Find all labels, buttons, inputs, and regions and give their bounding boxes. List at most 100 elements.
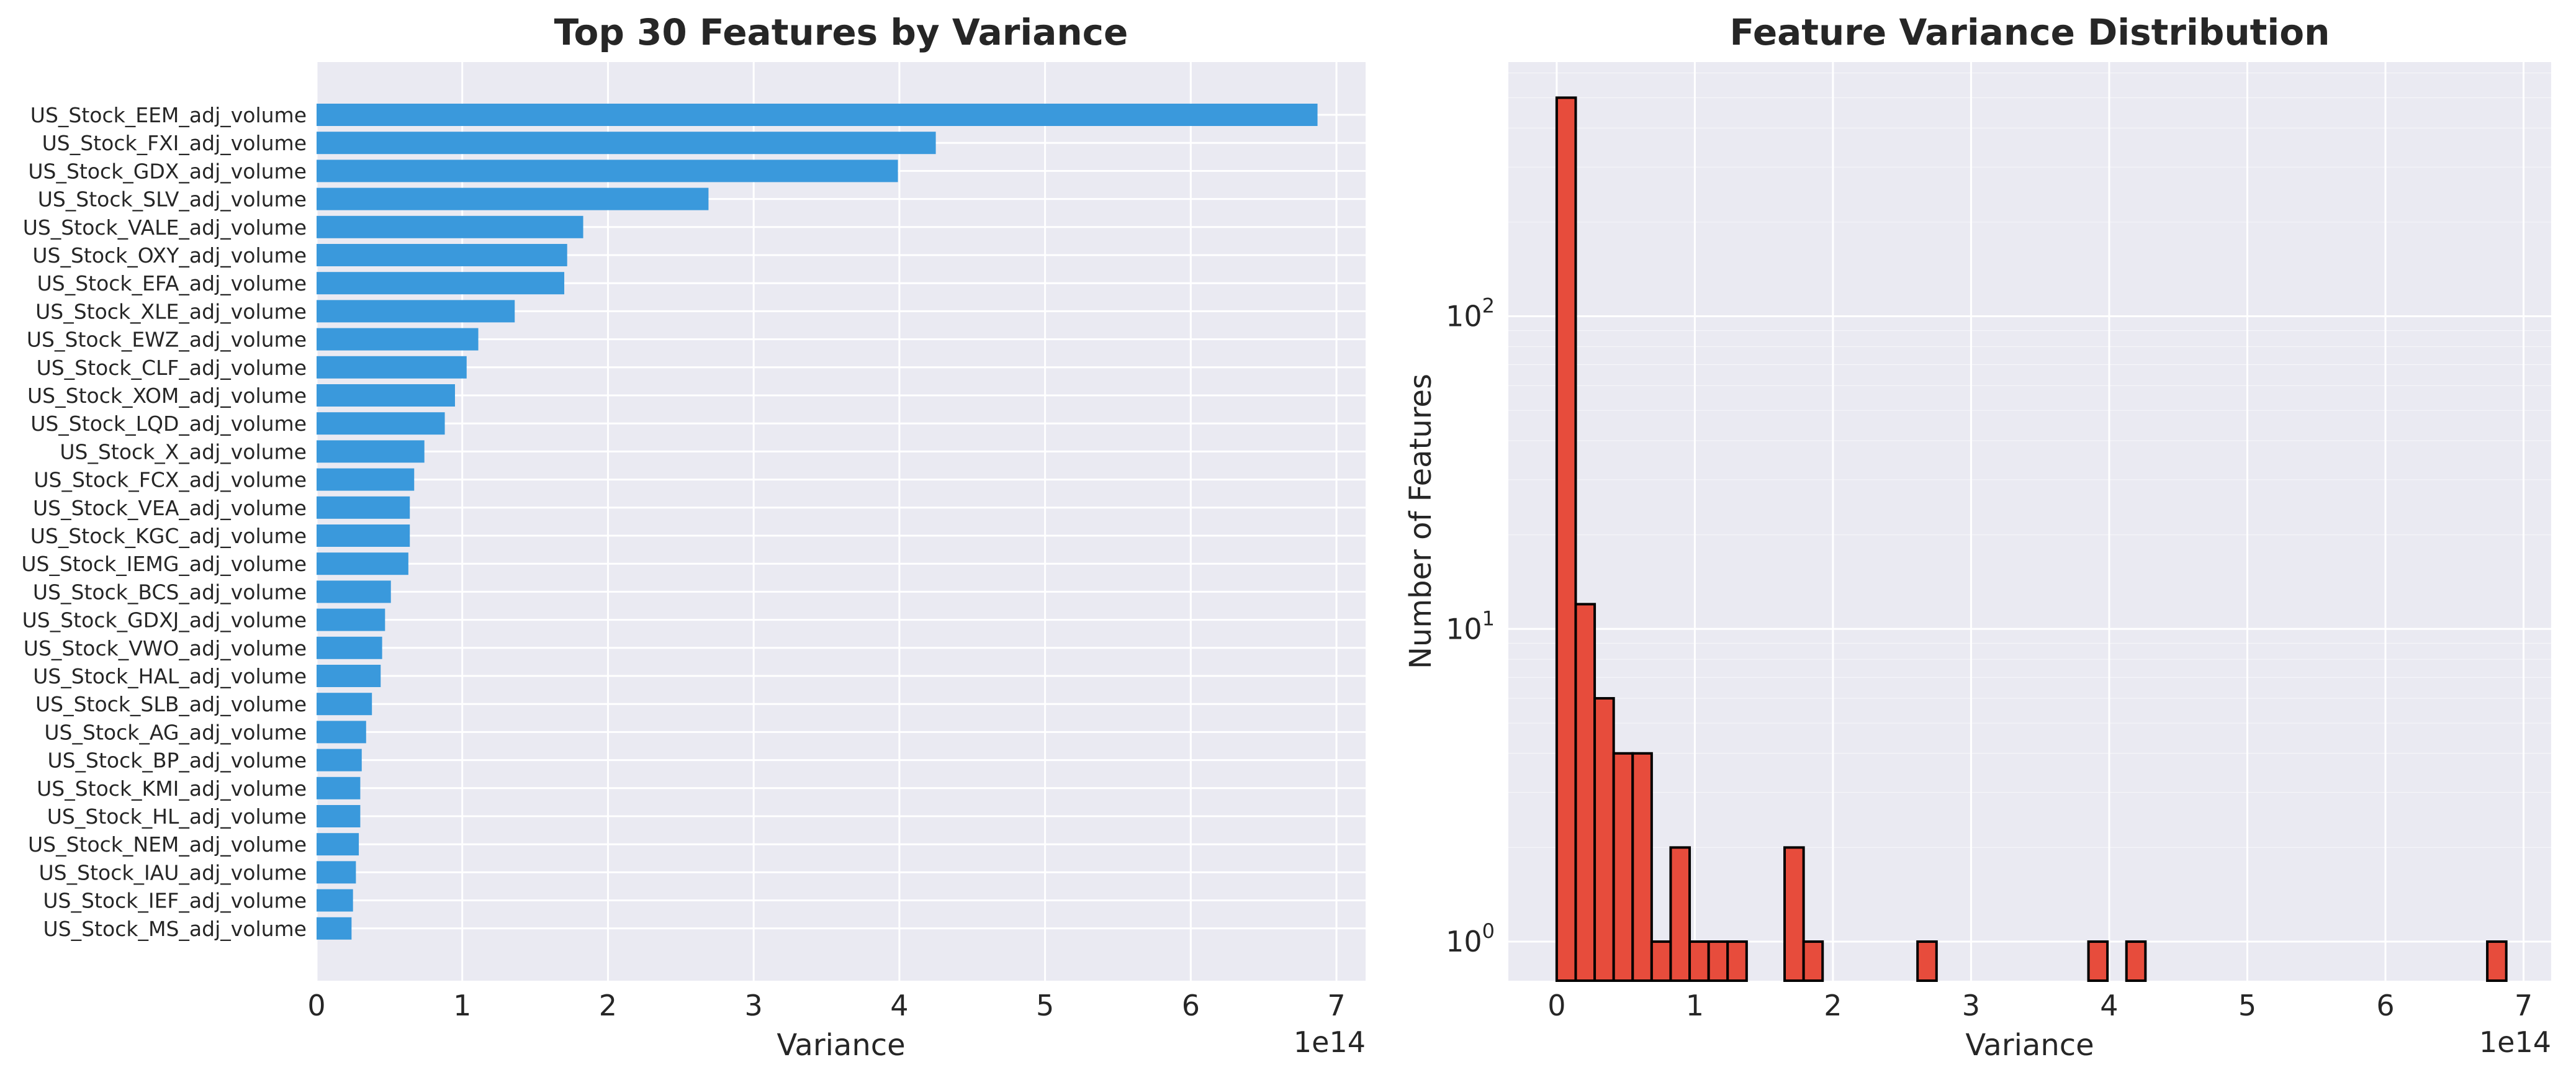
left-x-tick-label: 7 xyxy=(1327,989,1345,1022)
left-x-tick-label: 5 xyxy=(1036,989,1054,1022)
left-x-tick-labels: 0 1 2 3 4 5 6 7 xyxy=(307,989,1345,1022)
feature-bar xyxy=(317,412,445,435)
feature-bar xyxy=(317,693,372,716)
feature-label: US_Stock_GDXJ_adj_volume xyxy=(22,608,307,632)
right-y-tick-label: 102 xyxy=(1446,294,1495,333)
histogram-bars xyxy=(1555,96,2508,983)
histogram-bar xyxy=(1688,940,1710,983)
histogram-bar xyxy=(1555,96,1577,983)
left-chart-title: Top 30 Features by Variance xyxy=(554,11,1128,53)
feature-label: US_Stock_VEA_adj_volume xyxy=(33,496,307,520)
feature-label: US_Stock_SLV_adj_volume xyxy=(38,187,307,212)
right-y-tick-labels: 100 101 102 xyxy=(1446,294,1495,959)
feature-bar xyxy=(317,805,361,827)
feature-label: US_Stock_IEF_adj_volume xyxy=(43,889,307,913)
feature-bar xyxy=(317,524,410,547)
feature-bar xyxy=(317,552,408,575)
feature-bar xyxy=(317,244,567,266)
feature-label: US_Stock_VWO_adj_volume xyxy=(24,636,307,660)
right-y-tick-label: 100 xyxy=(1446,919,1495,958)
variance-histogram-chart: 100 101 102 0 1 2 3 4 5 6 7 Feature Variance Dist… xyxy=(1403,11,2551,1063)
feature-bar xyxy=(317,917,352,940)
right-x-tick-label: 1 xyxy=(1686,989,1704,1022)
feature-bar xyxy=(317,300,515,323)
left-x-tick-label: 2 xyxy=(599,989,617,1022)
histogram-bar xyxy=(2125,940,2147,983)
feature-label: US_Stock_GDX_adj_volume xyxy=(28,159,307,183)
feature-label: US_Stock_CLF_adj_volume xyxy=(37,356,307,380)
feature-label: US_Stock_OXY_adj_volume xyxy=(32,243,307,268)
left-x-offset-label: 1e14 xyxy=(1294,1025,1366,1059)
feature-label: US_Stock_LQD_adj_volume xyxy=(30,412,307,436)
feature-bar xyxy=(317,665,381,687)
histogram-bar xyxy=(1783,846,1805,983)
feature-label: US_Stock_IAU_adj_volume xyxy=(39,860,307,884)
feature-label: US_Stock_SLB_adj_volume xyxy=(35,692,307,716)
feature-label: US_Stock_HAL_adj_volume xyxy=(33,664,307,688)
feature-bar xyxy=(317,356,467,379)
right-x-offset-label: 1e14 xyxy=(2479,1025,2551,1059)
right-x-tick-label: 3 xyxy=(1962,989,1980,1022)
left-x-tick-label: 6 xyxy=(1182,989,1200,1022)
histogram-bar xyxy=(1650,940,1672,983)
right-x-tick-label: 4 xyxy=(2100,989,2118,1022)
feature-bar xyxy=(317,580,391,603)
feature-bar xyxy=(317,636,382,659)
feature-label: US_Stock_BP_adj_volume xyxy=(47,749,307,773)
feature-bar xyxy=(317,187,709,210)
feature-label: US_Stock_VALE_adj_volume xyxy=(23,215,307,240)
feature-bar xyxy=(317,721,366,744)
top-features-chart: US_Stock_EEM_adj_volume US_Stock_FXI_adj_… xyxy=(21,11,1366,1063)
feature-label: US_Stock_XLE_adj_volume xyxy=(35,299,307,323)
right-x-tick-label: 0 xyxy=(1547,989,1565,1022)
left-x-tick-label: 4 xyxy=(890,989,908,1022)
left-x-tick-label: 3 xyxy=(745,989,763,1022)
feature-label: US_Stock_BCS_adj_volume xyxy=(33,580,307,604)
feature-label: US_Stock_AG_adj_volume xyxy=(44,720,307,744)
left-x-tick-label: 1 xyxy=(453,989,471,1022)
feature-label: US_Stock_MS_adj_volume xyxy=(43,917,307,941)
feature-bar xyxy=(317,889,353,912)
histogram-bar xyxy=(1707,940,1729,983)
feature-bar xyxy=(317,608,385,631)
feature-label: US_Stock_EFA_adj_volume xyxy=(37,271,307,295)
histogram-bar xyxy=(1593,697,1615,982)
feature-label: US_Stock_X_adj_volume xyxy=(60,439,307,464)
feature-label: US_Stock_FXI_adj_volume xyxy=(42,131,307,155)
histogram-bar xyxy=(1802,940,1824,983)
left-grid xyxy=(315,62,1366,981)
feature-label: US_Stock_HL_adj_volume xyxy=(47,804,307,829)
histogram-bar xyxy=(1669,846,1691,983)
feature-label: US_Stock_IEMG_adj_volume xyxy=(21,552,307,576)
right-plot-area xyxy=(1508,62,2551,981)
feature-bar xyxy=(317,215,583,238)
histogram-bar xyxy=(2087,940,2109,983)
left-x-tick-label: 0 xyxy=(307,989,325,1022)
feature-bar xyxy=(317,833,359,856)
feature-bar xyxy=(317,776,361,799)
feature-bar xyxy=(317,440,425,463)
feature-bar xyxy=(317,384,455,407)
right-x-tick-label: 6 xyxy=(2376,989,2394,1022)
right-y-tick-label: 101 xyxy=(1446,606,1495,646)
feature-bar xyxy=(317,749,362,772)
feature-bar xyxy=(317,496,410,519)
histogram-bar xyxy=(2486,940,2508,983)
feature-label: US_Stock_FCX_adj_volume xyxy=(34,468,307,492)
histogram-bar xyxy=(1726,940,1748,983)
feature-label: US_Stock_KMI_adj_volume xyxy=(37,776,307,801)
right-y-axis-label: Number of Features xyxy=(1403,374,1438,669)
left-bars xyxy=(317,104,1318,940)
feature-bar xyxy=(317,160,898,182)
feature-bar xyxy=(317,132,936,155)
feature-label: US_Stock_EEM_adj_volume xyxy=(30,103,307,127)
feature-label: US_Stock_XOM_adj_volume xyxy=(27,384,307,408)
feature-bar xyxy=(317,861,356,884)
histogram-bar xyxy=(1631,752,1653,982)
right-x-tick-label: 7 xyxy=(2515,989,2533,1022)
right-x-tick-labels: 0 1 2 3 4 5 6 7 xyxy=(1547,989,2533,1022)
right-x-tick-label: 2 xyxy=(1824,989,1842,1022)
feature-bar xyxy=(317,104,1318,126)
